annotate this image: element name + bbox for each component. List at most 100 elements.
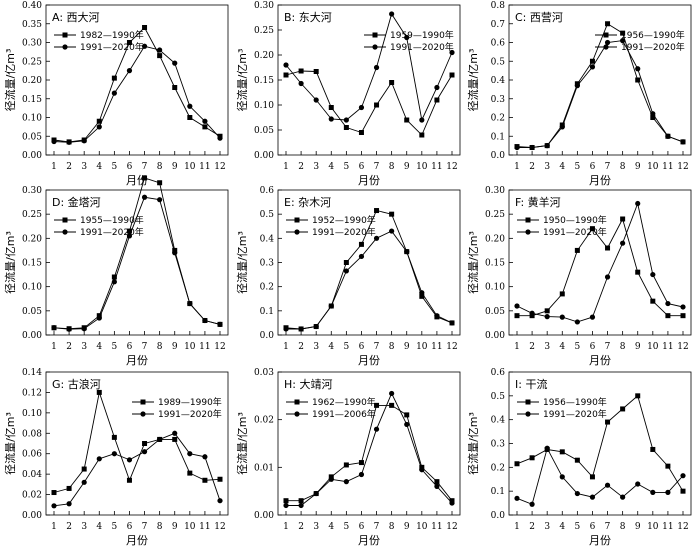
x-tick-label: 7 — [605, 522, 611, 532]
x-tick-label: 4 — [328, 342, 334, 352]
y-tick-label: 0.5 — [491, 392, 506, 402]
data-point — [419, 290, 425, 296]
legend-label: 1991—2006年 — [312, 408, 376, 420]
panel-1: 0.000.050.100.150.200.250.300.350.401 2 3 4… — [3, 1, 229, 187]
data-point — [217, 321, 223, 327]
data-point — [559, 449, 565, 455]
x-axis-label: 月份 — [358, 174, 380, 187]
x-tick-label: 6 — [590, 522, 596, 532]
y-tick-label: 0.00 — [485, 331, 505, 341]
data-point — [81, 479, 87, 485]
legend-label: 1962—1990年 — [312, 396, 376, 408]
data-point — [111, 451, 117, 457]
data-point — [419, 117, 425, 123]
data-point — [434, 483, 440, 489]
x-tick-label: 4 — [559, 162, 565, 172]
legend-label: 1956—1990年 — [621, 29, 685, 41]
data-point — [51, 325, 57, 331]
x-tick-label: 11 — [662, 162, 673, 172]
data-point — [389, 228, 395, 234]
y-tick-label: 0.4 — [260, 234, 275, 244]
panel-title: B: 东大河 — [284, 10, 332, 24]
x-tick-label: 3 — [313, 522, 319, 532]
data-point — [589, 226, 595, 232]
data-point — [389, 211, 395, 217]
x-tick-label: 1 — [51, 342, 57, 352]
data-point — [142, 175, 148, 181]
data-point — [142, 25, 148, 30]
data-point — [96, 315, 102, 321]
series-line-2 — [516, 447, 684, 505]
legend-label: 1991—2020年 — [80, 41, 144, 53]
legend-label: 1982—1990年 — [80, 29, 144, 41]
data-point — [51, 138, 57, 145]
data-point — [389, 11, 395, 17]
data-point — [111, 279, 117, 285]
panel-7: 0.000.020.040.060.080.100.120.141 2 3 4 5 6 7 8… — [3, 368, 229, 547]
data-point — [328, 105, 334, 110]
data-point — [635, 269, 641, 275]
data-point — [157, 47, 163, 53]
data-point — [559, 124, 565, 130]
data-point — [589, 314, 596, 320]
x-tick-label: 6 — [127, 342, 133, 352]
y-tick-label: 0.5 — [491, 57, 506, 67]
data-point — [172, 250, 178, 256]
x-tick-label: 12 — [677, 342, 688, 352]
x-tick-label: 4 — [96, 342, 102, 352]
x-tick-label: 5 — [574, 162, 580, 172]
x-tick-label: 2 — [66, 522, 72, 532]
y-tick-label: 0.00 — [22, 511, 42, 521]
data-point — [434, 479, 440, 485]
x-tick-label: 7 — [374, 342, 380, 352]
panel-title: F: 黄羊河 — [515, 195, 561, 209]
x-tick-label: 2 — [529, 522, 535, 532]
panel-3: 0.00.10.20.30.40.50.60.70.81 2 3 4 5 6 7 8 9 10 11… — [466, 1, 692, 187]
x-tick-label: 3 — [313, 162, 319, 172]
series-line-2 — [53, 45, 221, 143]
data-point — [96, 124, 102, 130]
x-tick-label: 4 — [559, 522, 565, 532]
x-tick-label: 5 — [574, 522, 580, 532]
plot-frame — [45, 371, 229, 516]
x-tick-label: 2 — [66, 162, 72, 172]
data-point — [202, 454, 208, 460]
y-tick-label: 0.10 — [254, 101, 274, 111]
data-point — [404, 412, 410, 418]
x-tick-label: 11 — [662, 342, 673, 352]
data-point — [126, 68, 133, 74]
y-tick-label: 0.30 — [22, 186, 42, 196]
data-point — [217, 498, 223, 504]
x-tick-label: 6 — [127, 162, 133, 172]
data-point — [141, 449, 148, 455]
x-tick-label: 11 — [199, 162, 210, 172]
y-tick-label: 0.14 — [22, 368, 42, 378]
data-point — [665, 489, 671, 495]
data-point — [96, 389, 102, 395]
data-point — [529, 501, 535, 507]
panel-6: 0.000.050.100.150.200.250.301 2 3 4 5 6 7 8 9 10 1… — [466, 186, 692, 367]
x-axis-label: 月份 — [358, 354, 380, 367]
panel-title: E: 杂木河 — [284, 196, 331, 209]
x-axis-label: 月份 — [126, 354, 148, 367]
data-point — [680, 313, 686, 319]
data-point — [449, 72, 455, 78]
data-point — [514, 303, 520, 309]
data-point — [111, 75, 117, 81]
plot-frame — [277, 371, 461, 516]
data-point — [434, 84, 440, 91]
data-point — [680, 304, 686, 310]
x-tick-label: 6 — [359, 342, 365, 352]
x-tick-label: 11 — [431, 522, 442, 532]
series-line-2 — [53, 196, 221, 330]
data-point — [514, 461, 520, 467]
x-tick-label: 2 — [298, 342, 304, 352]
legend-marker — [140, 399, 146, 405]
y-axis-label: 径流量/亿m³ — [235, 412, 249, 475]
x-tick-label: 1 — [283, 162, 289, 172]
data-point — [358, 253, 365, 260]
y-tick-label: 0.6 — [491, 39, 506, 49]
panel-title: A: 西大河 — [52, 10, 100, 24]
data-point — [389, 402, 395, 408]
x-axis-label: 月份 — [589, 354, 611, 367]
